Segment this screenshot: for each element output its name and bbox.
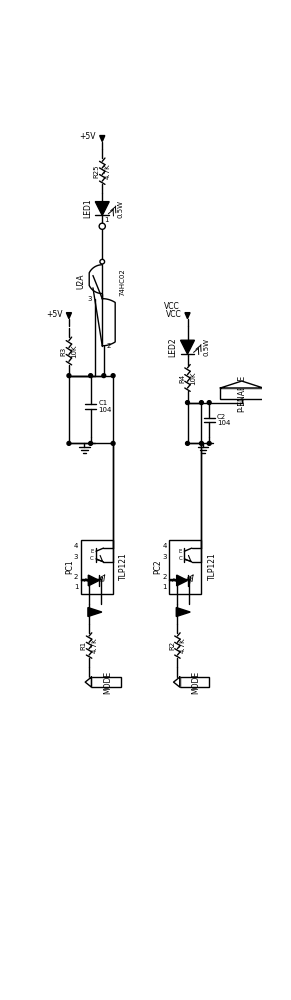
Text: R25: R25 <box>94 164 100 178</box>
Text: 0.5W: 0.5W <box>203 338 209 356</box>
Circle shape <box>111 374 115 378</box>
Text: R1: R1 <box>81 641 87 650</box>
Text: MODE: MODE <box>191 671 200 694</box>
Text: 2: 2 <box>74 574 78 580</box>
Polygon shape <box>221 381 263 388</box>
Text: VCC: VCC <box>164 302 180 311</box>
Text: R2: R2 <box>169 641 175 650</box>
Text: 0.5W: 0.5W <box>118 200 124 218</box>
Text: +5V: +5V <box>79 132 96 141</box>
Bar <box>169 540 201 594</box>
Circle shape <box>200 441 203 445</box>
Text: C1: C1 <box>98 400 108 406</box>
Circle shape <box>102 374 106 378</box>
Text: K: K <box>100 578 103 583</box>
Text: P-ENABLE: P-ENABLE <box>237 375 246 412</box>
Polygon shape <box>176 608 190 617</box>
Text: 3: 3 <box>162 554 166 560</box>
Text: K: K <box>188 578 192 583</box>
Circle shape <box>186 401 189 405</box>
Polygon shape <box>88 575 99 586</box>
Polygon shape <box>88 608 102 617</box>
Text: +5V: +5V <box>46 310 63 319</box>
Text: 4.7K: 4.7K <box>105 163 111 179</box>
Text: LED2: LED2 <box>168 337 178 357</box>
Bar <box>180 677 209 687</box>
Circle shape <box>111 441 115 445</box>
Circle shape <box>67 374 71 378</box>
Text: 3: 3 <box>88 296 92 302</box>
Text: 1: 1 <box>162 584 166 590</box>
Polygon shape <box>177 575 187 586</box>
Text: TLP121: TLP121 <box>208 553 217 580</box>
Text: 4: 4 <box>74 543 78 549</box>
Text: PC1: PC1 <box>65 559 74 574</box>
Text: 74HC02: 74HC02 <box>119 268 125 296</box>
Text: C: C <box>90 556 94 561</box>
Text: MODE: MODE <box>103 671 112 694</box>
Text: 2: 2 <box>106 343 111 349</box>
Text: 10K: 10K <box>71 344 77 358</box>
Text: LED1: LED1 <box>83 199 92 218</box>
Text: 1: 1 <box>104 217 108 223</box>
Polygon shape <box>95 202 109 215</box>
Bar <box>81 540 113 594</box>
Text: 104: 104 <box>217 420 230 426</box>
Polygon shape <box>180 340 194 354</box>
Circle shape <box>89 441 93 445</box>
Text: 1: 1 <box>74 584 78 590</box>
Circle shape <box>207 401 211 405</box>
Bar <box>91 677 121 687</box>
Text: R3: R3 <box>61 346 67 356</box>
Text: VCC: VCC <box>166 310 181 319</box>
Text: 2: 2 <box>162 574 166 580</box>
Text: 4.7K: 4.7K <box>91 638 97 653</box>
Circle shape <box>99 223 105 229</box>
Text: 104: 104 <box>98 407 112 413</box>
Polygon shape <box>66 313 72 319</box>
Polygon shape <box>173 677 180 687</box>
Polygon shape <box>185 313 190 319</box>
Polygon shape <box>85 677 91 687</box>
Text: A: A <box>172 578 176 583</box>
Circle shape <box>100 259 104 264</box>
Text: A: A <box>84 578 88 583</box>
Text: E: E <box>90 549 94 554</box>
Text: 10K: 10K <box>190 371 196 385</box>
Polygon shape <box>100 136 105 142</box>
Circle shape <box>186 441 189 445</box>
Text: 4.7K: 4.7K <box>180 638 186 653</box>
Circle shape <box>200 401 203 405</box>
Text: 4: 4 <box>162 543 166 549</box>
Text: PC2: PC2 <box>154 559 163 574</box>
Circle shape <box>207 441 211 445</box>
Text: R4: R4 <box>179 373 185 383</box>
Text: E: E <box>179 549 182 554</box>
Text: 3: 3 <box>74 554 78 560</box>
Text: C2: C2 <box>217 414 226 420</box>
Bar <box>221 388 263 399</box>
Text: C: C <box>178 556 182 561</box>
Circle shape <box>89 374 93 378</box>
Circle shape <box>67 441 71 445</box>
Text: U2A: U2A <box>76 274 85 289</box>
Text: TLP121: TLP121 <box>119 553 128 580</box>
